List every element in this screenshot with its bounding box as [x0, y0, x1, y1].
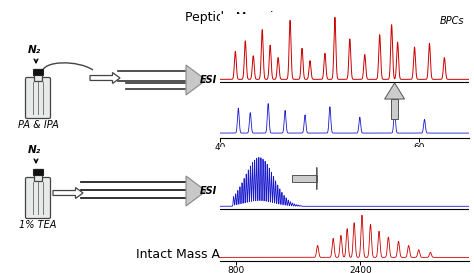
Text: Intact Mass Analysis: Intact Mass Analysis: [137, 248, 264, 261]
FancyArrow shape: [90, 73, 120, 84]
Polygon shape: [186, 65, 206, 95]
Text: ESI: ESI: [200, 186, 217, 196]
Text: 1% TEA: 1% TEA: [19, 220, 57, 230]
Text: N₂: N₂: [28, 145, 41, 155]
Text: ESI: ESI: [200, 75, 217, 85]
FancyArrow shape: [53, 188, 83, 198]
Text: BPCs: BPCs: [440, 16, 464, 26]
Bar: [391, 99, 398, 119]
Text: Peptide Mapping: Peptide Mapping: [185, 11, 289, 24]
Text: PA & IPA: PA & IPA: [18, 120, 58, 130]
Bar: [33, 169, 43, 175]
Bar: [292, 175, 317, 182]
Bar: [34, 69, 42, 81]
Bar: [34, 169, 42, 181]
Text: N₂: N₂: [28, 45, 41, 55]
Polygon shape: [186, 176, 206, 206]
FancyBboxPatch shape: [26, 78, 51, 118]
FancyBboxPatch shape: [26, 177, 51, 218]
X-axis label: Time, min: Time, min: [322, 154, 367, 163]
Polygon shape: [385, 83, 405, 99]
Bar: [33, 69, 43, 75]
